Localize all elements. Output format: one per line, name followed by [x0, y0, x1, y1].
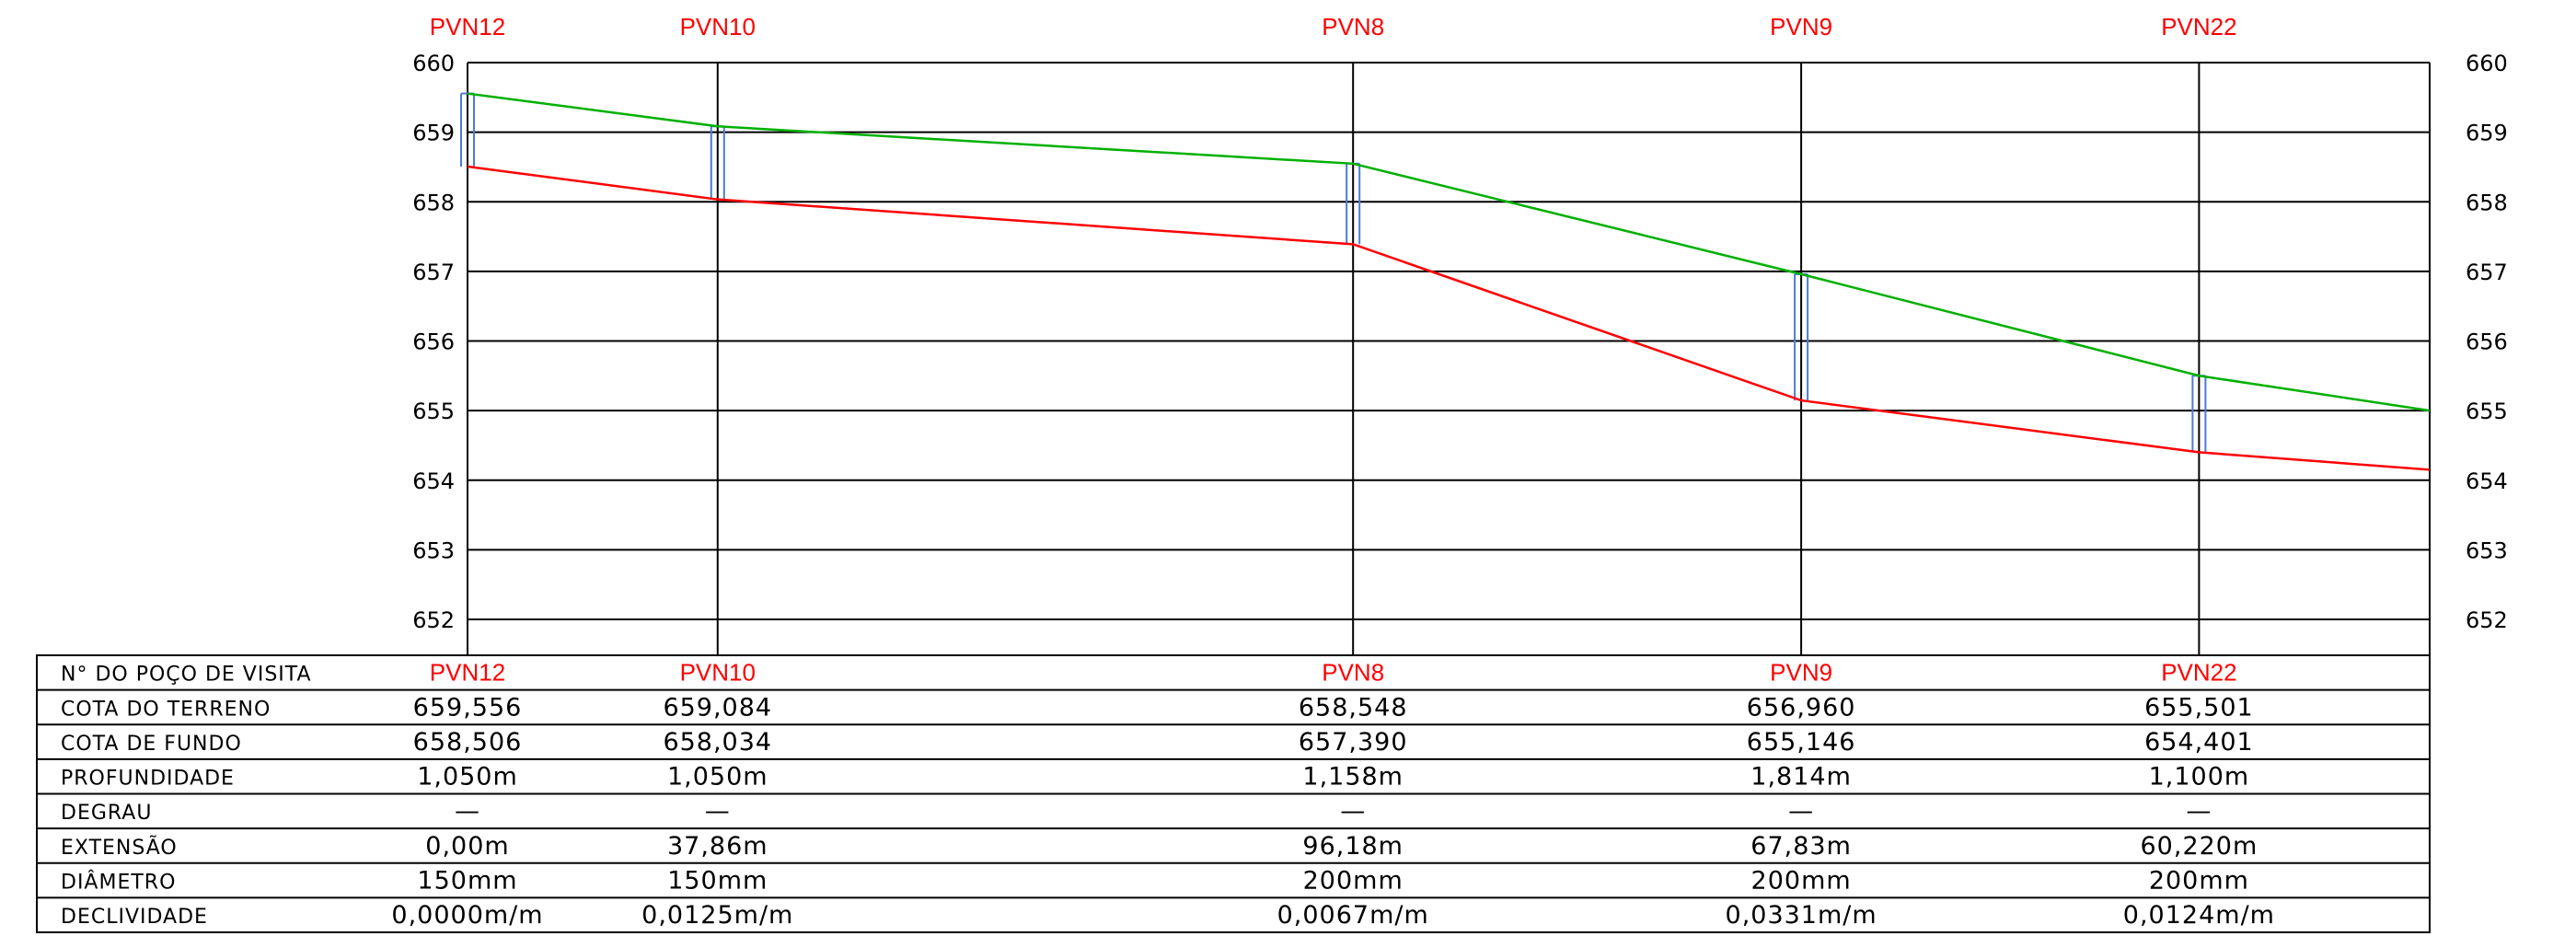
table-row-header: DIÂMETRO [61, 870, 176, 894]
table-cell: 150mm [667, 866, 768, 895]
elevation-label-right: 657 [2466, 260, 2508, 285]
table-cell: 1,814m [1750, 763, 1852, 792]
elevation-label-right: 652 [2466, 607, 2508, 633]
station-label: PVN12 [430, 13, 505, 40]
table-row-header: COTA DE FUNDO [61, 733, 242, 756]
station-vertical-lines [716, 63, 2201, 655]
elevation-label-left: 660 [412, 51, 455, 76]
table-row-header: N° DO POÇO DE VISITA [61, 664, 312, 687]
terrain-line [467, 92, 2431, 412]
elevation-label-left: 652 [412, 607, 455, 633]
table-cell: 658,548 [1299, 693, 1408, 722]
table-cell: — [455, 797, 480, 826]
table-cell: 655,501 [2144, 693, 2254, 722]
table-cell: 0,0331m/m [1726, 901, 1877, 930]
elevation-label-right: 653 [2466, 537, 2508, 563]
table-cell: 1,100m [2149, 763, 2250, 792]
table-cell: 0,00m [425, 832, 509, 861]
table-cell: 60,220m [2141, 832, 2258, 861]
elevation-label-left: 657 [412, 260, 455, 285]
table-cell: 659,556 [413, 693, 523, 722]
table-cell: 656,960 [1747, 693, 1856, 722]
elevation-label-left: 654 [412, 468, 455, 494]
table-cell: PVN22 [2161, 659, 2236, 687]
table-cell: 37,86m [667, 832, 768, 861]
elevation-labels: 652 652 653 653 654 654 655 655 656 656 657 657 658 6… [412, 51, 2508, 633]
table-cell: 659,084 [663, 693, 772, 722]
station-labels: PVN12 PVN10 PVN8 PVN9 PVN22 [430, 13, 2237, 40]
elevation-label-right: 658 [2466, 190, 2508, 215]
elevation-label-right: 655 [2466, 399, 2508, 424]
table-row-header: COTA DO TERRENO [61, 698, 271, 721]
table-cell: 658,034 [663, 728, 772, 757]
elevation-label-left: 653 [412, 537, 455, 563]
table-cell: PVN10 [680, 659, 756, 687]
table-cell: 657,390 [1299, 728, 1408, 757]
table-cell: 67,83m [1750, 832, 1852, 861]
elevation-label-left: 659 [412, 121, 455, 146]
elevation-label-left: 656 [412, 329, 455, 355]
table-cell: 0,0124m/m [2123, 901, 2275, 930]
table-cell: 96,18m [1302, 832, 1404, 861]
table-cell: 655,146 [1747, 728, 1856, 757]
table-cell: PVN9 [1770, 659, 1832, 687]
table-row-header: EXTENSÃO [61, 835, 178, 860]
elevation-label-right: 656 [2466, 329, 2508, 355]
data-table: N° DO POÇO DE VISITA PVN12 PVN10 PVN8 PVN9 PV… [36, 654, 2431, 933]
table-cell: — [705, 797, 731, 826]
table-cell: 200mm [1751, 866, 1852, 895]
table-cell: 658,506 [413, 728, 523, 757]
station-label: PVN9 [1770, 13, 1832, 40]
elevation-label-left: 655 [412, 399, 455, 424]
table-row-header: PROFUNDIDADE [61, 768, 235, 791]
table-cell: 654,401 [2144, 728, 2254, 757]
station-label: PVN22 [2161, 13, 2236, 40]
profile-grid [467, 62, 2431, 655]
profile-lines [467, 92, 2431, 471]
station-label: PVN8 [1322, 13, 1384, 40]
table-cell: 0,0125m/m [641, 901, 793, 930]
table-cell: 150mm [417, 866, 517, 895]
table-cell: 1,050m [667, 763, 768, 792]
table-cell: — [2186, 797, 2212, 826]
table-cell: 1,050m [417, 763, 518, 792]
table-cell: 200mm [2149, 866, 2249, 895]
manhole-marks [460, 92, 2207, 453]
elevation-label-right: 660 [2466, 51, 2508, 76]
table-cell: — [1788, 797, 1814, 826]
table-cell: — [1340, 797, 1366, 826]
elevation-label-left: 658 [412, 190, 455, 215]
table-cell: PVN12 [430, 659, 505, 687]
invert-line [467, 165, 2431, 471]
table-row-header: DEGRAU [61, 802, 152, 825]
station-label: PVN10 [680, 13, 756, 40]
elevation-label-right: 659 [2466, 121, 2508, 146]
table-cell: 0,0067m/m [1277, 901, 1429, 930]
table-cell: 0,0000m/m [391, 901, 543, 930]
elevation-label-right: 654 [2466, 468, 2508, 494]
table-row-header: DECLIVIDADE [61, 906, 208, 929]
table-cell: 1,158m [1302, 763, 1404, 792]
table-cell: PVN8 [1322, 659, 1384, 687]
table-cell: 200mm [1303, 866, 1404, 895]
